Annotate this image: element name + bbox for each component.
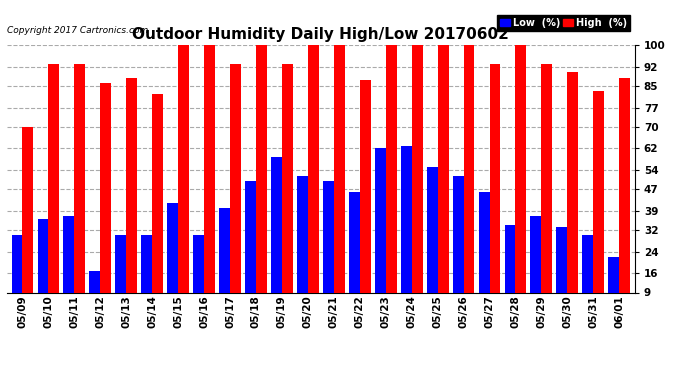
Bar bbox=[531, 216, 542, 317]
Bar bbox=[453, 176, 464, 317]
Bar bbox=[23, 127, 33, 317]
Bar bbox=[115, 236, 126, 317]
Bar bbox=[582, 236, 593, 317]
Bar bbox=[515, 45, 526, 317]
Bar bbox=[75, 64, 86, 317]
Bar bbox=[542, 64, 552, 317]
Bar bbox=[437, 45, 448, 317]
Bar bbox=[426, 167, 437, 317]
Bar bbox=[609, 257, 619, 317]
Bar bbox=[464, 45, 475, 317]
Legend: Low  (%), High  (%): Low (%), High (%) bbox=[497, 15, 630, 31]
Bar bbox=[334, 45, 345, 317]
Bar bbox=[37, 219, 48, 317]
Bar bbox=[479, 192, 489, 317]
Bar bbox=[48, 64, 59, 317]
Bar bbox=[167, 203, 178, 317]
Bar bbox=[401, 146, 412, 317]
Bar bbox=[204, 45, 215, 317]
Text: Copyright 2017 Cartronics.com: Copyright 2017 Cartronics.com bbox=[7, 26, 148, 35]
Bar bbox=[359, 80, 371, 317]
Title: Outdoor Humidity Daily High/Low 20170602: Outdoor Humidity Daily High/Low 20170602 bbox=[132, 27, 509, 42]
Bar bbox=[593, 91, 604, 317]
Bar bbox=[504, 225, 515, 317]
Bar bbox=[63, 216, 75, 317]
Bar bbox=[126, 78, 137, 317]
Bar bbox=[178, 45, 189, 317]
Bar bbox=[375, 148, 386, 317]
Bar bbox=[245, 181, 256, 317]
Bar bbox=[219, 208, 230, 317]
Bar bbox=[323, 181, 334, 317]
Bar bbox=[141, 236, 152, 317]
Bar bbox=[308, 45, 319, 317]
Bar bbox=[412, 45, 422, 317]
Bar bbox=[386, 45, 397, 317]
Bar bbox=[152, 94, 163, 317]
Bar bbox=[256, 45, 267, 317]
Bar bbox=[100, 83, 111, 317]
Bar bbox=[349, 192, 359, 317]
Bar bbox=[567, 72, 578, 317]
Bar bbox=[271, 156, 282, 317]
Bar bbox=[193, 236, 204, 317]
Bar bbox=[230, 64, 241, 317]
Bar bbox=[489, 64, 500, 317]
Bar bbox=[90, 271, 100, 317]
Bar bbox=[556, 227, 567, 317]
Bar bbox=[282, 64, 293, 317]
Bar bbox=[297, 176, 308, 317]
Bar bbox=[619, 78, 630, 317]
Bar bbox=[12, 236, 23, 317]
